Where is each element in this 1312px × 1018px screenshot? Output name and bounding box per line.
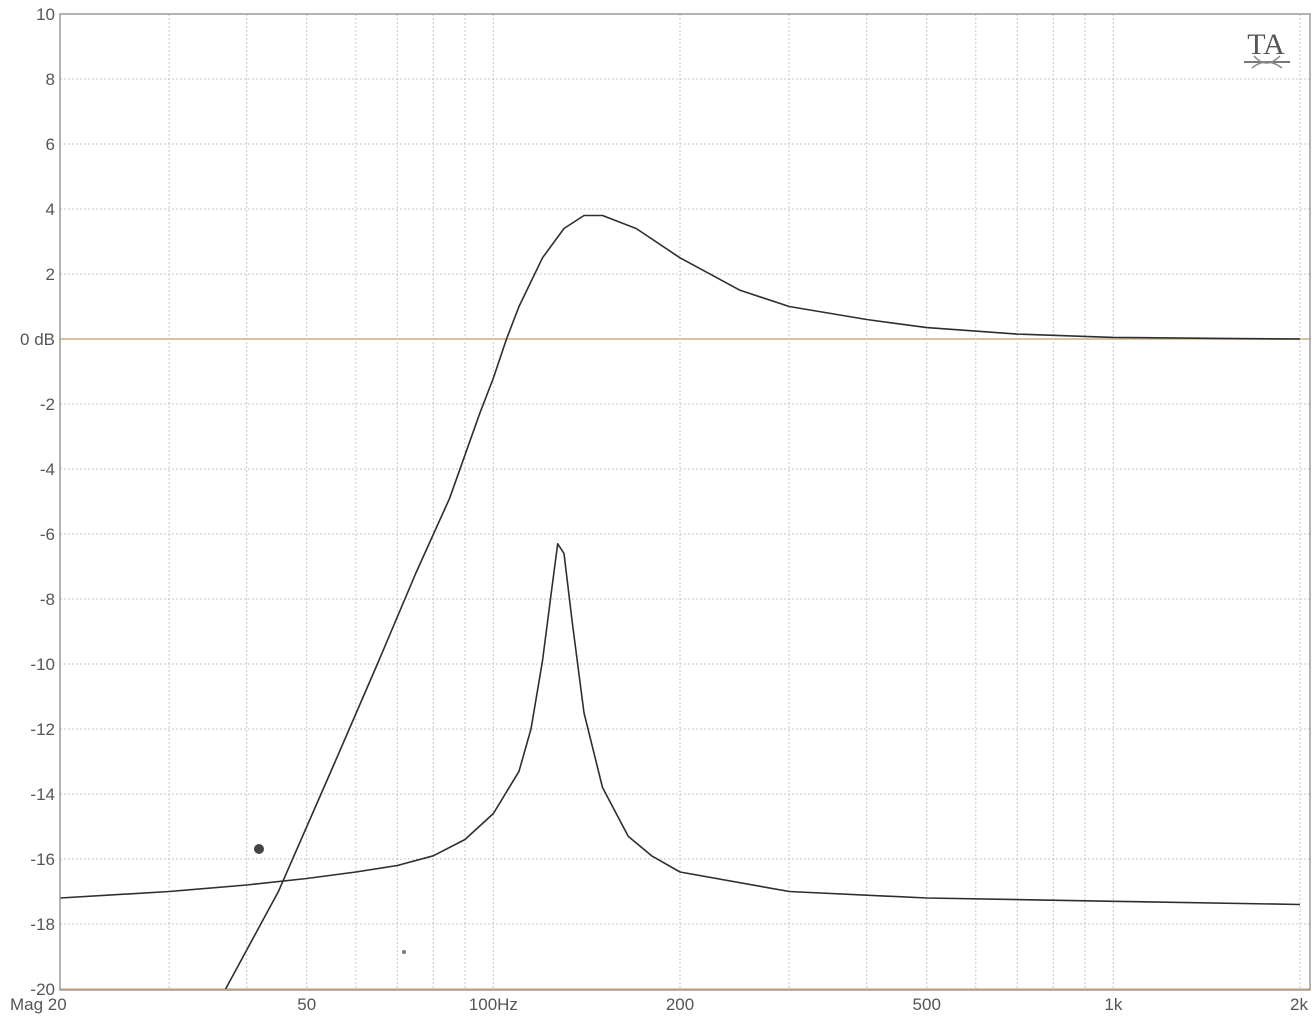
y-tick-label: -2	[40, 395, 55, 414]
response-curve-2	[59, 543, 1301, 906]
x-tick-label: 50	[297, 995, 316, 1014]
y-tick-label: 0 dB	[20, 330, 55, 349]
x-tick-label: 100Hz	[469, 995, 518, 1014]
y-tick-label: -20	[30, 980, 55, 999]
y-tick-labels: 10 8 6 4 2 0 dB -2 -4 -6 -8 -10 -12 -14 -16 -18 -20	[20, 5, 55, 999]
y-tick-label: -6	[40, 525, 55, 544]
speck-mark	[254, 844, 264, 854]
response-curve-1	[224, 214, 1301, 990]
y-tick-label: -4	[40, 460, 55, 479]
x-tick-label: Mag 20	[10, 995, 67, 1014]
plot-frame	[59, 13, 1311, 991]
y-tick-label: -18	[30, 915, 55, 934]
y-tick-label: -16	[30, 850, 55, 869]
x-tick-label: 1k	[1104, 995, 1122, 1014]
y-tick-label: -8	[40, 590, 55, 609]
x-tick-label: 2k	[1290, 995, 1308, 1014]
logo-text: TA	[1247, 28, 1285, 61]
x-tick-label: 200	[666, 995, 694, 1014]
logo-swash	[1251, 55, 1283, 69]
y-tick-label: -12	[30, 720, 55, 739]
y-tick-label: 6	[46, 135, 55, 154]
x-tick-labels: Mag 20 50 100Hz 200 500 1k 2k	[10, 995, 1308, 1014]
plot-background	[60, 14, 1310, 990]
y-tick-label: 8	[46, 70, 55, 89]
ta-logo: TA	[1244, 28, 1290, 69]
y-tick-label: -10	[30, 655, 55, 674]
series	[59, 214, 1301, 990]
y-tick-label: 10	[36, 5, 55, 24]
y-tick-label: 2	[46, 265, 55, 284]
x-tick-label: 500	[913, 995, 941, 1014]
speck-mark	[402, 950, 406, 954]
y-tick-label: -14	[30, 785, 55, 804]
y-tick-label: 4	[46, 200, 55, 219]
